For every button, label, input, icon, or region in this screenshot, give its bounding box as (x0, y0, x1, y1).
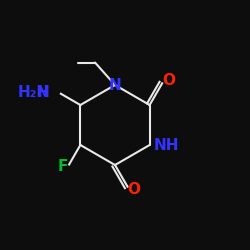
Text: H: H (37, 85, 50, 100)
Text: N: N (108, 78, 122, 92)
Text: F: F (58, 160, 68, 174)
Text: H₂N: H₂N (18, 85, 50, 100)
Text: O: O (162, 73, 175, 88)
Text: O: O (127, 182, 140, 197)
Text: NH: NH (154, 138, 180, 152)
